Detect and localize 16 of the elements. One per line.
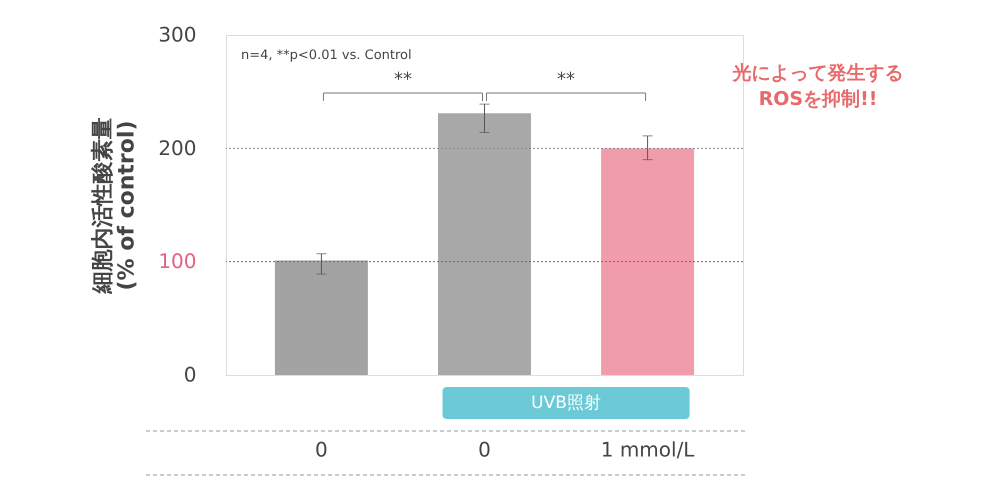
y-tick-label: 100	[158, 249, 196, 274]
bar	[601, 148, 694, 375]
annotation: **	[394, 69, 412, 90]
annotation: **	[557, 69, 576, 90]
annotation: n=4, **p<0.01 vs. Control	[241, 48, 412, 63]
x-tick-label: 1 mmol/L	[600, 438, 696, 462]
bar	[274, 260, 368, 375]
x-tick-label: 0	[315, 438, 328, 462]
bar	[438, 113, 531, 375]
annotation: 光によって発生する ROSを抑制!!	[732, 62, 904, 110]
y-tick-label: 300	[158, 22, 196, 46]
y-axis-title: 細胞内活性酸素量 (% of control)	[90, 118, 140, 294]
x-tick-label: 0	[478, 438, 491, 462]
y-tick-label: 200	[158, 136, 196, 160]
y-tick-label: 0	[184, 362, 196, 386]
text: UVB照射	[531, 393, 601, 413]
